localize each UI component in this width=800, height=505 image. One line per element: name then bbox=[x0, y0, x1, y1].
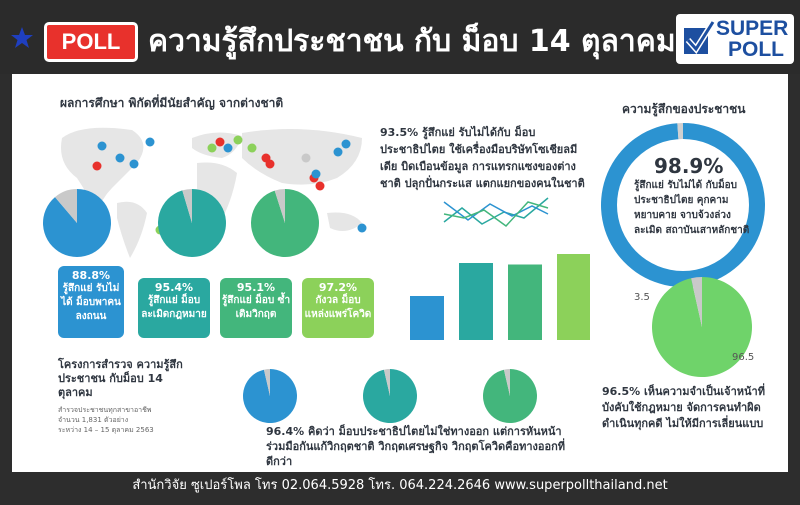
map-heading: ผลการศึกษา พิกัดที่มีนัยสำคัญ จากต่างชาต… bbox=[60, 96, 284, 110]
pie-chart-2 bbox=[158, 189, 226, 257]
bar-chart bbox=[410, 254, 590, 340]
card-percent: 95.4% bbox=[154, 281, 194, 294]
donut-text: รู้สึกแย่ รับไม่ได้ กับม็อบประชาธิปไตย ค… bbox=[634, 180, 750, 236]
pie-chart-3 bbox=[251, 189, 319, 257]
bar-1 bbox=[410, 296, 444, 340]
bar-2 bbox=[459, 263, 493, 340]
pie-chart-solution-3 bbox=[483, 369, 537, 423]
pie-slice-2 bbox=[691, 277, 702, 327]
stat-card-3: 95.1% รู้สึกแย่ ม็อบ ซ้ำเติมวิกฤต bbox=[220, 278, 292, 338]
star-icon bbox=[11, 27, 33, 48]
card-label: รู้สึกแย่ ม็อบละเมิดกฎหมาย bbox=[141, 295, 207, 320]
law-pie-label-small: 3.5 bbox=[634, 292, 650, 303]
pie-slice-2 bbox=[55, 189, 77, 223]
trend-lines-graphic bbox=[443, 197, 549, 228]
project-detail-2: จำนวน 1,831 ตัวอย่าง bbox=[58, 416, 129, 424]
card-label: กังวล ม็อบ แหล่งแพร่โควิด bbox=[304, 295, 372, 320]
card-label: รู้สึกแย่ รับไม่ได้ ม็อบพาคนลงถนน bbox=[61, 283, 121, 322]
solution-text: 96.4% คิดว่า ม็อบประชาธิปไตยไม่ใช่ทางออก… bbox=[266, 425, 566, 468]
poll-badge: POLL bbox=[44, 22, 138, 62]
donut-percent: 98.9% bbox=[654, 154, 724, 178]
pie-slice-2 bbox=[503, 369, 510, 396]
stat-card-4: 97.2% กังวล ม็อบ แหล่งแพร่โควิด bbox=[302, 278, 374, 338]
header-bar: POLL ความรู้สึกประชาชน กับ ม็อบ 14 ตุลาค… bbox=[0, 0, 800, 74]
law-pie-label-large: 96.5 bbox=[732, 352, 755, 363]
people-heading: ความรู้สึกของประชาชน bbox=[622, 102, 746, 116]
pie-slice-2 bbox=[274, 189, 285, 223]
foreign-interference-text: 93.5% รู้สึกแย่ รับไม่ได้กับ ม็อบประชาธิ… bbox=[380, 126, 585, 190]
donut-chart bbox=[601, 123, 765, 287]
logo-text-super: SUPER bbox=[716, 17, 789, 40]
pie-chart-solution-2 bbox=[363, 369, 417, 423]
bar-3 bbox=[508, 264, 542, 340]
footer-contact: สำนักวิจัย ซูเปอร์โพล โทร 02.064.5928 โท… bbox=[132, 478, 668, 493]
pie-chart-law bbox=[652, 277, 752, 377]
project-title: โครงการสำรวจ ความรู้สึกประชาชน กับม็อบ 1… bbox=[58, 358, 183, 399]
project-detail-1: สำรวจประชาชนทุกสาขาอาชีพ bbox=[58, 406, 152, 414]
pie-chart-solution-1 bbox=[243, 369, 297, 423]
bar-4 bbox=[557, 254, 590, 340]
pie-slice-2 bbox=[383, 369, 390, 396]
card-label: รู้สึกแย่ ม็อบ ซ้ำเติมวิกฤต bbox=[221, 295, 291, 320]
page-title: ความรู้สึกประชาชน กับ ม็อบ 14 ตุลาคม bbox=[148, 24, 676, 59]
card-percent: 97.2% bbox=[318, 281, 358, 294]
infographic-panel: ผลการศึกษา พิกัดที่มีนัยสำคัญ จากต่างชาต… bbox=[12, 74, 788, 472]
checkmark-icon bbox=[684, 20, 716, 54]
project-detail-3: ระหว่าง 14 – 15 ตุลาคม 2563 bbox=[58, 426, 154, 434]
card-percent: 88.8% bbox=[71, 269, 111, 282]
law-enforcement-text: 96.5% เห็นความจำเป็นเจ้าหน้าที่ บังคับใช… bbox=[602, 385, 765, 430]
superpoll-logo: SUPER POLL bbox=[676, 14, 794, 64]
stat-card-1: 88.8% รู้สึกแย่ รับไม่ได้ ม็อบพาคนลงถนน bbox=[58, 266, 124, 338]
pie-chart-1 bbox=[43, 189, 111, 257]
donut-hole bbox=[617, 139, 749, 271]
pie-slice-2 bbox=[263, 369, 270, 396]
card-percent: 95.1% bbox=[236, 281, 276, 294]
logo-text-poll: POLL bbox=[728, 38, 784, 61]
stat-card-2: 95.4% รู้สึกแย่ ม็อบละเมิดกฎหมาย bbox=[138, 278, 210, 338]
pie-slice-2 bbox=[182, 189, 192, 223]
